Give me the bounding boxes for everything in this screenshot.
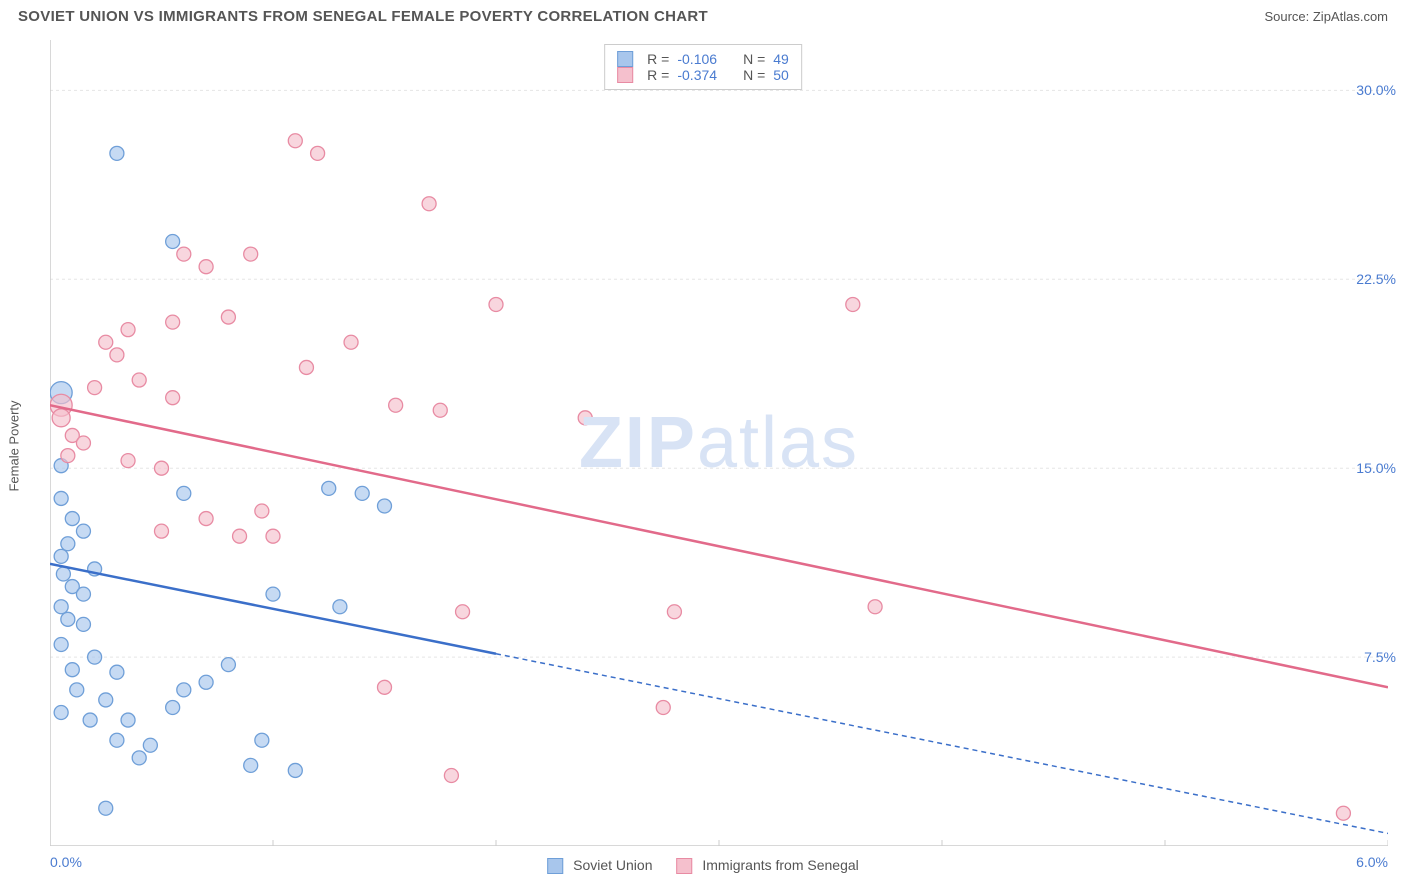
chart-header: SOVIET UNION VS IMMIGRANTS FROM SENEGAL … — [0, 0, 1406, 29]
swatch-soviet — [617, 51, 633, 67]
swatch-senegal — [617, 67, 633, 83]
chart-area: ZIPatlas — [50, 40, 1388, 846]
correlation-legend: R = -0.106 N = 49 R = -0.374 N = 50 — [604, 44, 802, 90]
y-tick-label: 15.0% — [1356, 460, 1396, 476]
series-legend: Soviet Union Immigrants from Senegal — [547, 857, 859, 874]
y-axis-label: Female Poverty — [7, 400, 22, 491]
legend-item-senegal: Immigrants from Senegal — [676, 857, 858, 874]
legend-item-soviet: Soviet Union — [547, 857, 652, 874]
swatch-soviet-bottom — [547, 858, 563, 874]
swatch-senegal-bottom — [676, 858, 692, 874]
source-attribution: Source: ZipAtlas.com — [1264, 9, 1388, 24]
y-tick-label: 22.5% — [1356, 271, 1396, 287]
legend-row-soviet: R = -0.106 N = 49 — [617, 51, 789, 67]
y-tick-label: 30.0% — [1356, 82, 1396, 98]
y-tick-label: 7.5% — [1364, 649, 1396, 665]
legend-row-senegal: R = -0.374 N = 50 — [617, 67, 789, 83]
x-tick-left: 0.0% — [50, 854, 82, 870]
x-tick-right: 6.0% — [1356, 854, 1388, 870]
chart-title: SOVIET UNION VS IMMIGRANTS FROM SENEGAL … — [18, 8, 708, 25]
scatter-chart-svg — [50, 40, 1388, 846]
